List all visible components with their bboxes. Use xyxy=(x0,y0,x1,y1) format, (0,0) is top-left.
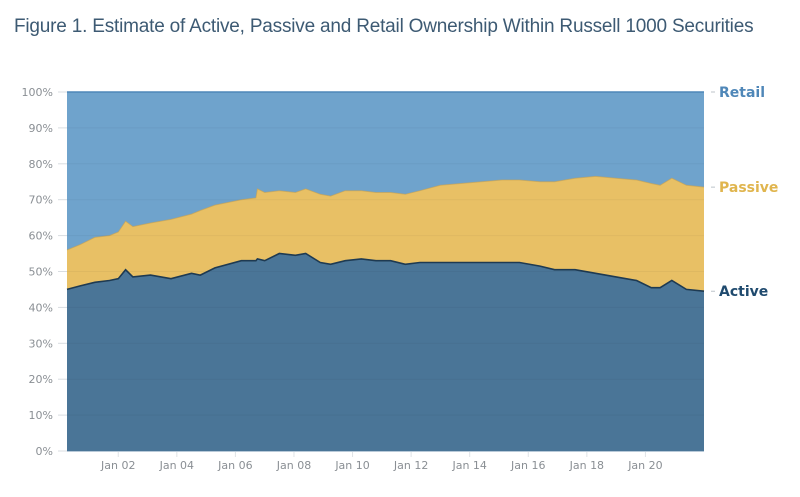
y-tick-label: 80% xyxy=(29,158,53,171)
y-tick-label: 60% xyxy=(29,230,53,243)
x-tick-label: Jan 16 xyxy=(510,459,545,472)
area-layer xyxy=(66,92,705,451)
x-tick-label: Jan 12 xyxy=(393,459,428,472)
x-tick-label: Jan 02 xyxy=(100,459,135,472)
area-active xyxy=(67,253,704,451)
series-label-passive: Passive xyxy=(719,180,778,196)
series-label-retail: Retail xyxy=(719,85,765,101)
y-tick-label: 30% xyxy=(29,337,53,350)
chart-title: Figure 1. Estimate of Active, Passive an… xyxy=(14,16,754,37)
x-tick-label: Jan 10 xyxy=(334,459,369,472)
x-tick-label: Jan 18 xyxy=(569,459,604,472)
x-tick-label: Jan 20 xyxy=(627,459,662,472)
y-tick-label: 10% xyxy=(29,409,53,422)
y-axis: 0% 10% 20% 30% 40% 50% 60% 70% 80% 90% 100% xyxy=(22,86,53,458)
y-tick-label: 0% xyxy=(36,445,53,458)
x-tick-label: Jan 14 xyxy=(451,459,486,472)
x-tick-label: Jan 06 xyxy=(217,459,252,472)
y-tick-label: 90% xyxy=(29,122,53,135)
overlay-grid-lines xyxy=(67,91,704,416)
series-label-active: Active xyxy=(719,284,768,300)
series-end-labels: Retail Passive Active xyxy=(711,85,778,300)
x-tick-label: Jan 04 xyxy=(159,459,194,472)
x-axis: Jan 02 Jan 04 Jan 06 Jan 08 Jan 10 Jan 12 Jan … xyxy=(67,451,704,472)
y-tick-label: 70% xyxy=(29,194,53,207)
grid-lines xyxy=(58,91,67,452)
y-tick-label: 20% xyxy=(29,373,53,386)
x-tick-label: Jan 08 xyxy=(276,459,311,472)
y-tick-label: 50% xyxy=(29,266,53,279)
line-passive xyxy=(66,175,705,251)
line-active xyxy=(66,252,705,292)
y-tick-label: 100% xyxy=(22,86,53,99)
y-tick-label: 40% xyxy=(29,301,53,314)
